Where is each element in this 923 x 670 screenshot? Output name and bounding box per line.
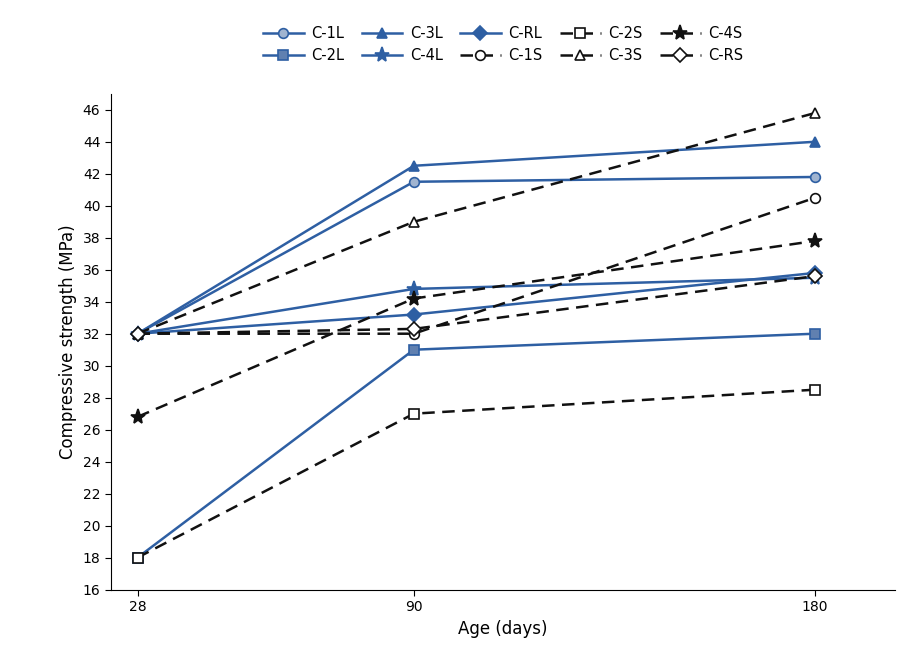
X-axis label: Age (days): Age (days) (459, 620, 547, 638)
Y-axis label: Compressive strength (MPa): Compressive strength (MPa) (59, 224, 77, 459)
Legend: C-1L, C-2L, C-3L, C-4L, C-RL, C-1S, C-2S, C-3S, C-4S, C-RS: C-1L, C-2L, C-3L, C-4L, C-RL, C-1S, C-2S… (258, 21, 748, 68)
